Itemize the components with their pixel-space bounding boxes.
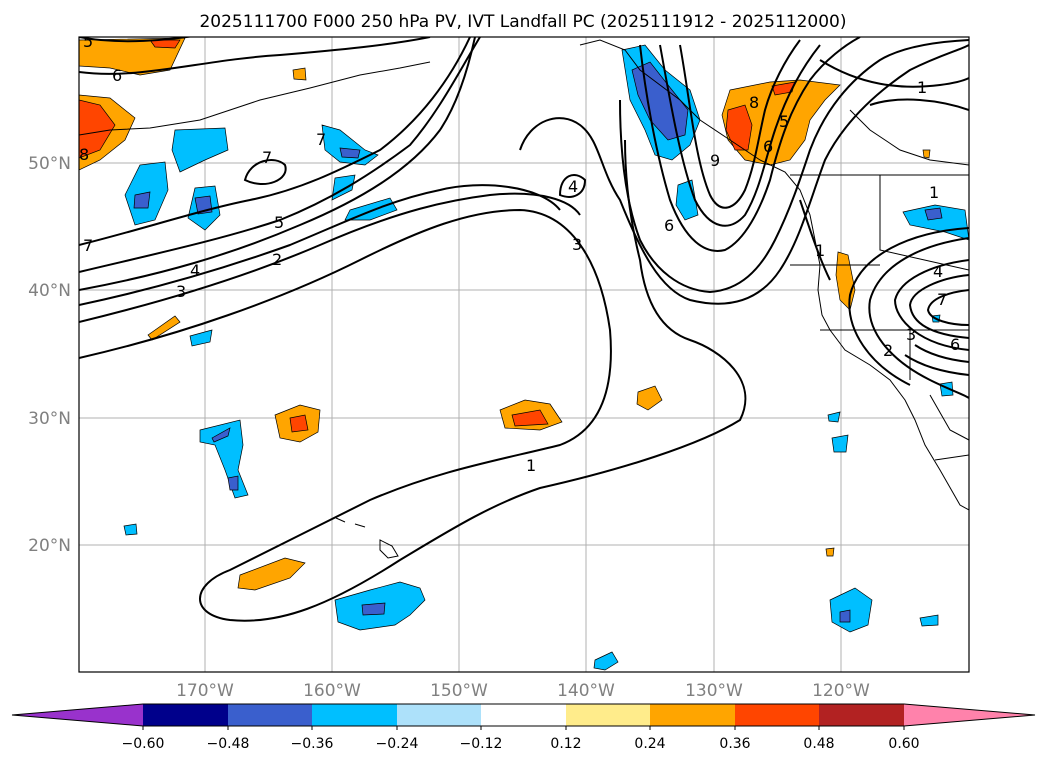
- colorbar-segment: [481, 704, 566, 726]
- colorbar-ticks: [142, 726, 905, 730]
- patch-positive: [511, 409, 549, 427]
- lon-label: 150°W: [430, 681, 488, 701]
- chart-title: 2025111700 F000 250 hPa PV, IVT Landfall…: [199, 12, 846, 32]
- patch-positive: [721, 79, 841, 166]
- map-area: 5 6 8 7 7 7 5 4 3 2 4 3 1 6 8 5 9 6 1 1 …: [79, 32, 969, 672]
- patch-positive: [79, 99, 116, 159]
- patch-negative: [171, 127, 229, 173]
- patch-positive: [289, 414, 309, 433]
- lat-label: 50°N: [28, 154, 71, 174]
- patch-positive: [825, 547, 835, 557]
- pv-contours: [79, 37, 969, 622]
- lon-labels: 170°W 160°W 150°W 140°W 130°W 120°W: [176, 681, 870, 701]
- contour-label: 5: [83, 32, 93, 51]
- patch-negative: [344, 197, 398, 221]
- colorbar-tick-label: −0.60: [122, 736, 165, 752]
- contour-label: 7: [83, 236, 93, 255]
- contour-label: 5: [274, 213, 284, 232]
- patch-negative: [831, 434, 849, 453]
- contour-label: 9: [710, 151, 720, 170]
- patch-negative: [839, 609, 851, 623]
- contour-label: 1: [526, 456, 536, 475]
- colorbar-tick-label: −0.48: [207, 736, 250, 752]
- colorbar-tick-label: −0.24: [376, 736, 419, 752]
- contour-label: 2: [883, 341, 893, 360]
- colorbar-segment: [228, 704, 312, 726]
- colorbar-tick-label: 0.36: [719, 736, 750, 752]
- patch-positive: [636, 385, 663, 411]
- contour-label: 8: [79, 145, 89, 164]
- contour-label: 6: [112, 66, 122, 85]
- patch-negative: [827, 411, 841, 423]
- lon-label: 160°W: [303, 681, 361, 701]
- contour-label: 7: [316, 130, 326, 149]
- patch-negative: [227, 475, 239, 491]
- colorbar-segment: [650, 704, 735, 726]
- colorbar-segment: [143, 704, 228, 726]
- colorbar-tick-label: −0.12: [460, 736, 503, 752]
- colorbar-segment: [12, 704, 143, 726]
- colorbar-segment: [566, 704, 650, 726]
- lat-labels: 50°N 40°N 30°N 20°N: [28, 154, 71, 556]
- patch-negative: [189, 329, 213, 347]
- patch-negative: [924, 207, 943, 221]
- patch-positive: [922, 149, 931, 159]
- colorbar-segment: [904, 704, 1035, 726]
- contour-label: 4: [933, 262, 943, 281]
- patch-negative: [133, 191, 151, 209]
- contour-labels: 5 6 8 7 7 7 5 4 3 2 4 3 1 6 8 5 9 6 1 1 …: [79, 32, 960, 475]
- contour-label: 7: [262, 148, 272, 167]
- colorbar-segment: [819, 704, 904, 726]
- contour-label: 6: [664, 216, 674, 235]
- lat-label: 40°N: [28, 281, 71, 301]
- contour-label: 1: [815, 241, 825, 260]
- lon-label: 130°W: [685, 681, 743, 701]
- patch-positive: [147, 315, 181, 341]
- patch-negative: [361, 602, 386, 616]
- contour-label: 8: [749, 93, 759, 112]
- lon-label: 140°W: [557, 681, 615, 701]
- contour-label: 1: [917, 78, 927, 97]
- contour-label: 7: [937, 290, 947, 309]
- lon-label: 170°W: [176, 681, 234, 701]
- patch-negative: [331, 174, 356, 201]
- map-frame: [78, 36, 970, 673]
- patch-negative: [123, 523, 138, 536]
- patch-negative: [902, 204, 969, 241]
- colorbar-tick-label: 0.48: [803, 736, 834, 752]
- patch-negative: [593, 651, 619, 671]
- colorbar-tick-label: 0.12: [550, 736, 581, 752]
- contour-label: 4: [568, 177, 578, 196]
- colorbar-tick-label: 0.60: [888, 736, 919, 752]
- contour-label: 3: [906, 325, 916, 344]
- patch-positive: [771, 81, 796, 96]
- patch-negative: [919, 614, 939, 627]
- colorbar-tick-label: 0.24: [634, 736, 665, 752]
- contour-label: 5: [779, 112, 789, 131]
- contour-label: 3: [176, 282, 186, 301]
- colorbar-tick-label: −0.36: [291, 736, 334, 752]
- colorbar-segment: [312, 704, 397, 726]
- colorbar-segment: [735, 704, 819, 726]
- filled-patches: [79, 37, 969, 671]
- contour-label: 3: [572, 235, 582, 254]
- patch-positive: [725, 104, 753, 151]
- patch-negative: [339, 147, 361, 159]
- patch-negative: [321, 124, 379, 166]
- lon-label: 120°W: [812, 681, 870, 701]
- patch-positive: [237, 557, 306, 591]
- contour-label: 6: [950, 335, 960, 354]
- patch-negative: [211, 427, 231, 443]
- patch-positive: [292, 67, 307, 81]
- colorbar: −0.60 −0.48 −0.36 −0.24 −0.12 0.12 0.24 …: [11, 703, 1036, 752]
- lat-label: 30°N: [28, 409, 71, 429]
- colorbar-segment: [397, 704, 481, 726]
- contour-label: 2: [272, 250, 282, 269]
- contour-label: 6: [763, 137, 773, 156]
- contour-label: 4: [190, 261, 200, 280]
- lat-label: 20°N: [28, 536, 71, 556]
- contour-label: 1: [929, 183, 939, 202]
